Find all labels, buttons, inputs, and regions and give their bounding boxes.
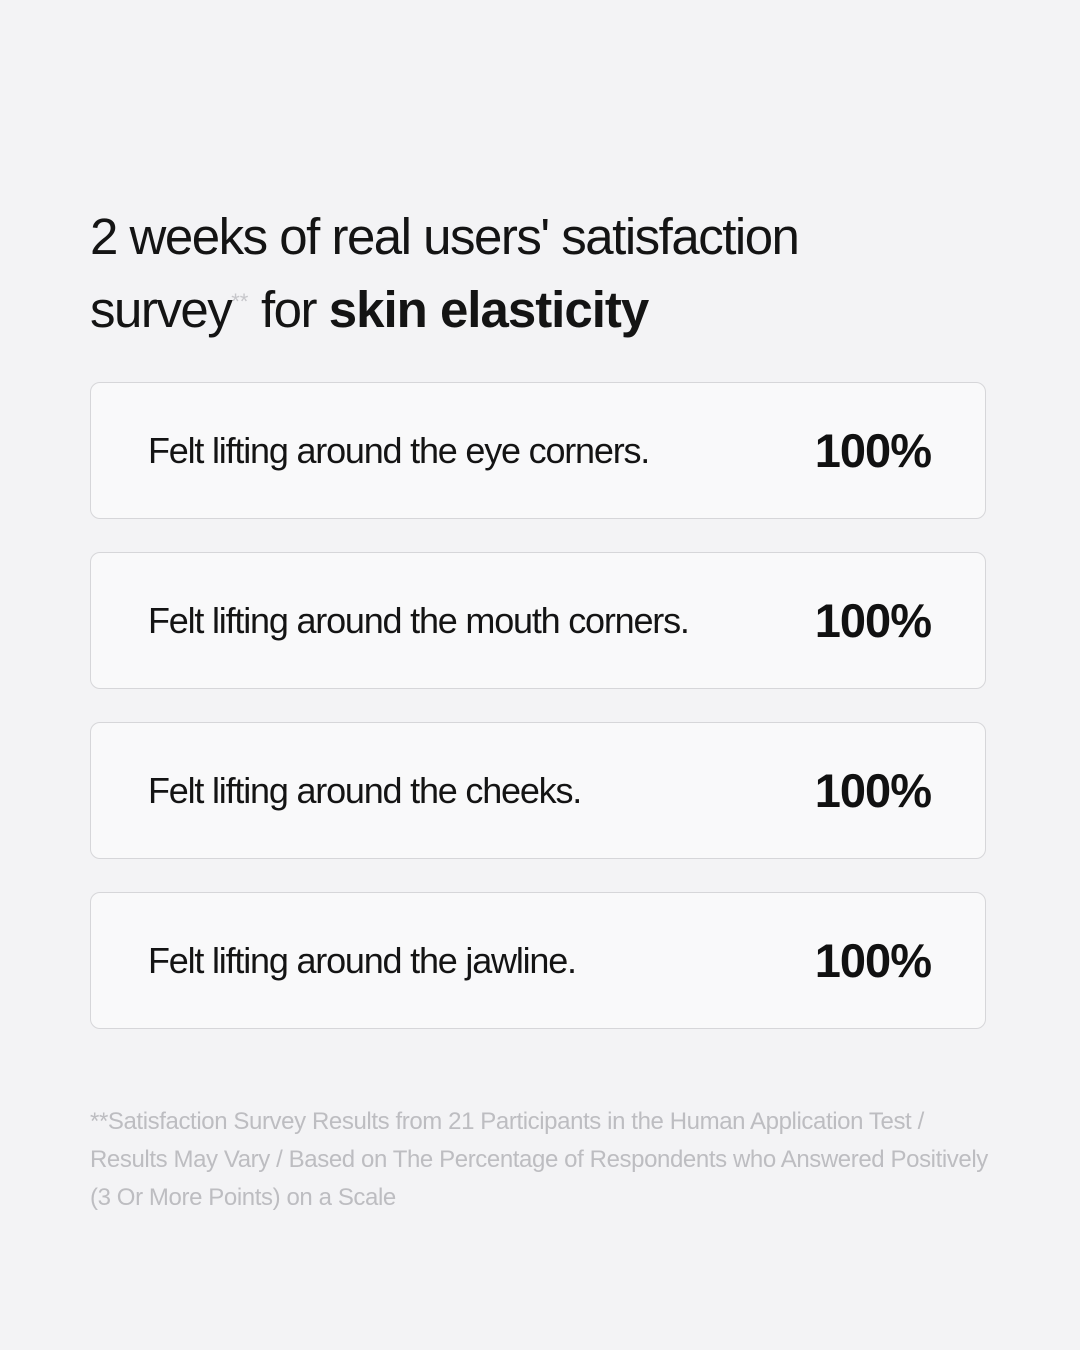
survey-result-card: Felt lifting around the cheeks. 100% (90, 722, 986, 859)
page-title: 2 weeks of real users' satisfaction surve… (90, 200, 986, 346)
footnote-line: (3 Or More Points) on a Scale (90, 1184, 396, 1211)
title-line1: 2 weeks of real users' satisfaction (90, 208, 800, 265)
survey-percentage-value: 100% (814, 594, 932, 647)
title-line2-mid: for (261, 281, 318, 338)
survey-percentage-value: 100% (814, 764, 932, 817)
survey-result-card: Felt lifting around the jawline. 100% (90, 892, 986, 1029)
title-bold-phrase: skin elasticity (328, 281, 650, 338)
footnote-line: Results May Vary / Based on The Percenta… (90, 1146, 988, 1173)
survey-result-card: Felt lifting around the mouth corners. 1… (90, 552, 986, 689)
title-line2-prefix: survey (90, 281, 233, 338)
title-superscript: ** (231, 289, 249, 314)
survey-statement-label: Felt lifting around the mouth corners. (148, 599, 690, 641)
survey-result-card: Felt lifting around the eye corners. 100… (90, 382, 986, 519)
footnote: **Satisfaction Survey Results from 21 Pa… (90, 1103, 1010, 1217)
survey-results-list: Felt lifting around the eye corners. 100… (90, 382, 986, 1062)
survey-percentage-value: 100% (814, 424, 932, 477)
survey-percentage-value: 100% (814, 934, 932, 987)
survey-statement-label: Felt lifting around the eye corners. (148, 429, 650, 471)
survey-statement-label: Felt lifting around the jawline. (148, 939, 577, 981)
survey-statement-label: Felt lifting around the cheeks. (148, 769, 582, 811)
footnote-line: **Satisfaction Survey Results from 21 Pa… (90, 1108, 924, 1135)
